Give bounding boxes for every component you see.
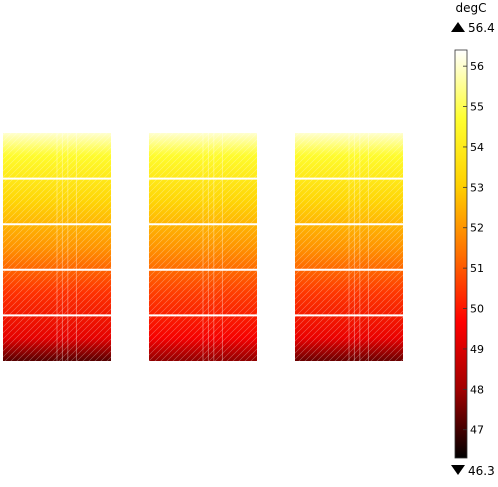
block-mesh-texture bbox=[295, 133, 403, 361]
colorbar-tick-label: 48 bbox=[470, 383, 484, 396]
colorbar-unit-label: degC bbox=[456, 1, 487, 15]
block-2 bbox=[149, 133, 257, 361]
colorbar-tick-label: 51 bbox=[470, 262, 484, 275]
colorbar-gradient-bar bbox=[454, 49, 468, 459]
colorbar-tick-label: 53 bbox=[470, 181, 484, 194]
colorbar-tick-label: 56 bbox=[470, 60, 484, 73]
min-triangle-icon bbox=[451, 465, 465, 475]
colorbar-tick-label: 47 bbox=[470, 424, 484, 437]
colorbar-tick-label: 50 bbox=[470, 303, 484, 316]
colorbar-max-label: 56.4 bbox=[468, 21, 495, 35]
max-triangle-icon bbox=[451, 22, 465, 32]
colorbar: degC 56.4 56 55 54 53 52 51 50 49 48 47 46.3 bbox=[451, 1, 495, 478]
colorbar-tick-label: 49 bbox=[470, 343, 484, 356]
block-1 bbox=[3, 133, 111, 361]
colorbar-tick-label: 54 bbox=[470, 141, 484, 154]
colorbar-tick-label: 55 bbox=[470, 101, 484, 114]
temperature-blocks bbox=[3, 133, 403, 361]
block-mesh-texture bbox=[3, 133, 111, 361]
colorbar-tick-label: 52 bbox=[470, 222, 484, 235]
colorbar-ticks: 56 55 54 53 52 51 50 49 48 47 bbox=[463, 60, 484, 437]
block-mesh-texture bbox=[149, 133, 257, 361]
block-3 bbox=[295, 133, 403, 361]
colorbar-min-label: 46.3 bbox=[468, 464, 495, 478]
